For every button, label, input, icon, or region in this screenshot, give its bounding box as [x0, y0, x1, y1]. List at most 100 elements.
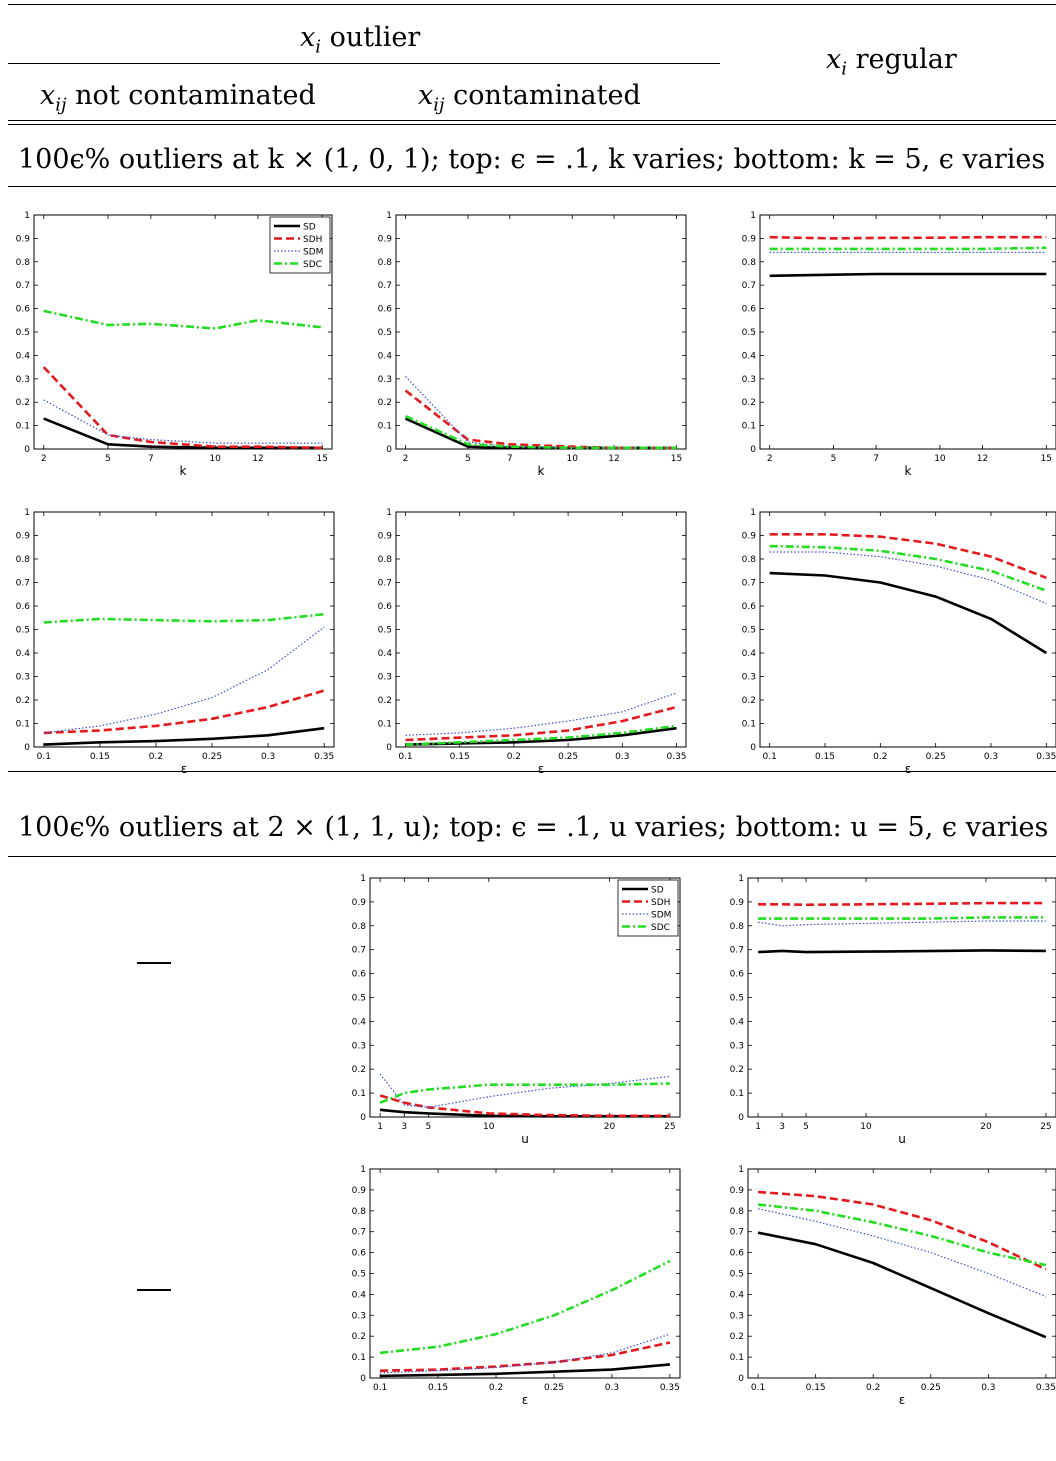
x-axis-label: u [898, 1132, 906, 1146]
y-tick-label: 0.4 [352, 1017, 367, 1027]
x-tick-label: 1 [755, 1122, 761, 1132]
y-tick-label: 1 [738, 1165, 744, 1175]
y-tick-label: 0.4 [730, 1017, 745, 1027]
series-line-sdh [769, 532, 1047, 580]
double-rule-1 [8, 120, 1056, 121]
x-tick-label: 0.2 [507, 752, 521, 762]
y-tick-label: 0.5 [730, 994, 744, 1004]
y-tick-label: 0.5 [352, 1270, 366, 1280]
y-tick-label: 0.7 [352, 1228, 366, 1238]
y-tick-label: 0 [738, 1374, 744, 1384]
y-tick-label: 0.3 [16, 673, 30, 683]
y-tick-label: 0.8 [16, 555, 31, 565]
series-line-sdc [379, 1082, 670, 1104]
series-line-sdm [405, 692, 677, 736]
chart-panel: 0 0.1 0.2 0.3 0.4 0.5 0.6 0.7 0.8 0.9 1 0.1 0.15 0.2 0… [378, 508, 687, 776]
y-tick-label: 0.9 [730, 1186, 745, 1196]
series-line-sdc [405, 724, 677, 746]
legend-label: SD [651, 886, 664, 896]
outlier-underline [8, 63, 720, 64]
y-tick-label: 0 [360, 1374, 366, 1384]
chart-panel: 00.10.20.30.40.50.60.70.80.912 5 7 10 12 15k [742, 211, 1056, 478]
y-tick-label: 0.9 [352, 898, 367, 908]
y-tick-label: 0.7 [730, 946, 744, 956]
y-tick-label: 0.1 [730, 1353, 744, 1363]
legend-label: SDM [651, 911, 671, 921]
x-tick-label: 2 [767, 454, 773, 464]
y-tick-label: 0.5 [16, 626, 30, 636]
y-tick-label: 0.1 [352, 1089, 366, 1099]
y-tick-label: 1 [24, 211, 30, 221]
x-tick-label: 15 [671, 454, 682, 464]
y-tick-label: 0.5 [16, 328, 30, 338]
x-axis-label: k [905, 464, 912, 478]
x-tick-label: 0.3 [981, 1383, 995, 1393]
x-tick-label: 15 [317, 454, 328, 464]
y-tick-label: 1 [386, 211, 392, 221]
y-tick-label: 0.7 [742, 579, 756, 589]
y-tick-label: 0.3 [742, 375, 756, 385]
y-tick-label: 0.5 [378, 626, 392, 636]
series-line-sdc [43, 309, 323, 330]
y-tick-label: 0.4 [730, 1290, 745, 1300]
y-tick-label: 0.9 [352, 1186, 367, 1196]
legend-label: SDM [303, 248, 323, 258]
plot-frame [747, 1168, 1056, 1379]
y-tick-label: 0.2 [16, 398, 30, 408]
series-line-sdc [43, 612, 325, 624]
plot-frame [747, 877, 1056, 1118]
y-tick-label: 0 [750, 743, 756, 753]
chart-panel: 0 0.1 0.2 0.3 0.4 0.5 0.6 0.7 0.8 0.9 1 0.1 0.15 0.2 0… [742, 508, 1056, 776]
x-tick-label: 0.15 [428, 1383, 448, 1393]
x-tick-label: 0.2 [873, 752, 887, 762]
y-tick-label: 0.4 [742, 649, 757, 659]
x-tick-label: 3 [401, 1122, 407, 1132]
y-tick-label: 0.1 [378, 720, 392, 730]
y-tick-label: 0.1 [352, 1353, 366, 1363]
y-tick-label: 0.7 [730, 1228, 744, 1238]
x-tick-label: 20 [604, 1122, 616, 1132]
x-tick-label: 0.1 [763, 752, 777, 762]
series-line-sdh [404, 389, 677, 450]
y-tick-label: 0.7 [16, 579, 30, 589]
chart-panel: 0 0.1 0.2 0.3 0.4 0.5 0.6 0.7 0.8 0.9 1 0.1 0.15 0.2 0… [730, 1165, 1056, 1407]
y-tick-label: 1 [750, 508, 756, 518]
y-tick-label: 0.5 [742, 626, 756, 636]
plot-frame [395, 214, 687, 450]
y-tick-label: 0.6 [730, 1249, 745, 1259]
y-tick-label: 1 [750, 211, 756, 221]
x-axis-label: ε [905, 762, 912, 776]
x-axis-label: ε [538, 762, 545, 776]
x-tick-label: 10 [860, 1122, 872, 1132]
x-tick-label: 0.1 [751, 1383, 765, 1393]
y-tick-label: 0.2 [730, 1332, 744, 1342]
y-tick-label: 0.1 [16, 422, 30, 432]
y-tick-label: 0.2 [378, 398, 392, 408]
x-tick-label: 0.1 [373, 1383, 387, 1393]
x-axis-label: ε [181, 762, 188, 776]
y-tick-label: 0.8 [352, 922, 367, 932]
x-tick-label: 2 [403, 454, 409, 464]
y-tick-label: 0.5 [730, 1270, 744, 1280]
double-rule-2 [8, 124, 1056, 125]
legend-label: SDH [651, 898, 670, 908]
y-tick-label: 0.6 [352, 970, 367, 980]
y-tick-label: 0.6 [742, 305, 757, 315]
series-line-sdm [769, 551, 1047, 605]
chart-panel: 0 0.1 0.2 0.3 0.4 0.5 0.6 0.7 0.8 0.9 1 0.1 0.15 0.2 0… [352, 1165, 681, 1407]
y-tick-label: 0.4 [378, 649, 393, 659]
series-line-sdh [769, 235, 1047, 240]
series-line-sd [758, 949, 1046, 954]
y-tick-label: 1 [360, 874, 366, 884]
y-tick-label: 0.1 [378, 422, 392, 432]
y-tick-label: 0.8 [16, 258, 31, 268]
x-tick-label: 0.3 [615, 752, 629, 762]
series-line-sdh [43, 689, 325, 735]
header-not-contaminated: xij not contaminated [40, 80, 316, 116]
x-axis-label: k [538, 464, 545, 478]
legend-label: SDC [303, 260, 322, 270]
x-axis-label: u [521, 1132, 529, 1146]
series-line-sdm [757, 1208, 1047, 1298]
series-line-sdc [379, 1259, 671, 1355]
